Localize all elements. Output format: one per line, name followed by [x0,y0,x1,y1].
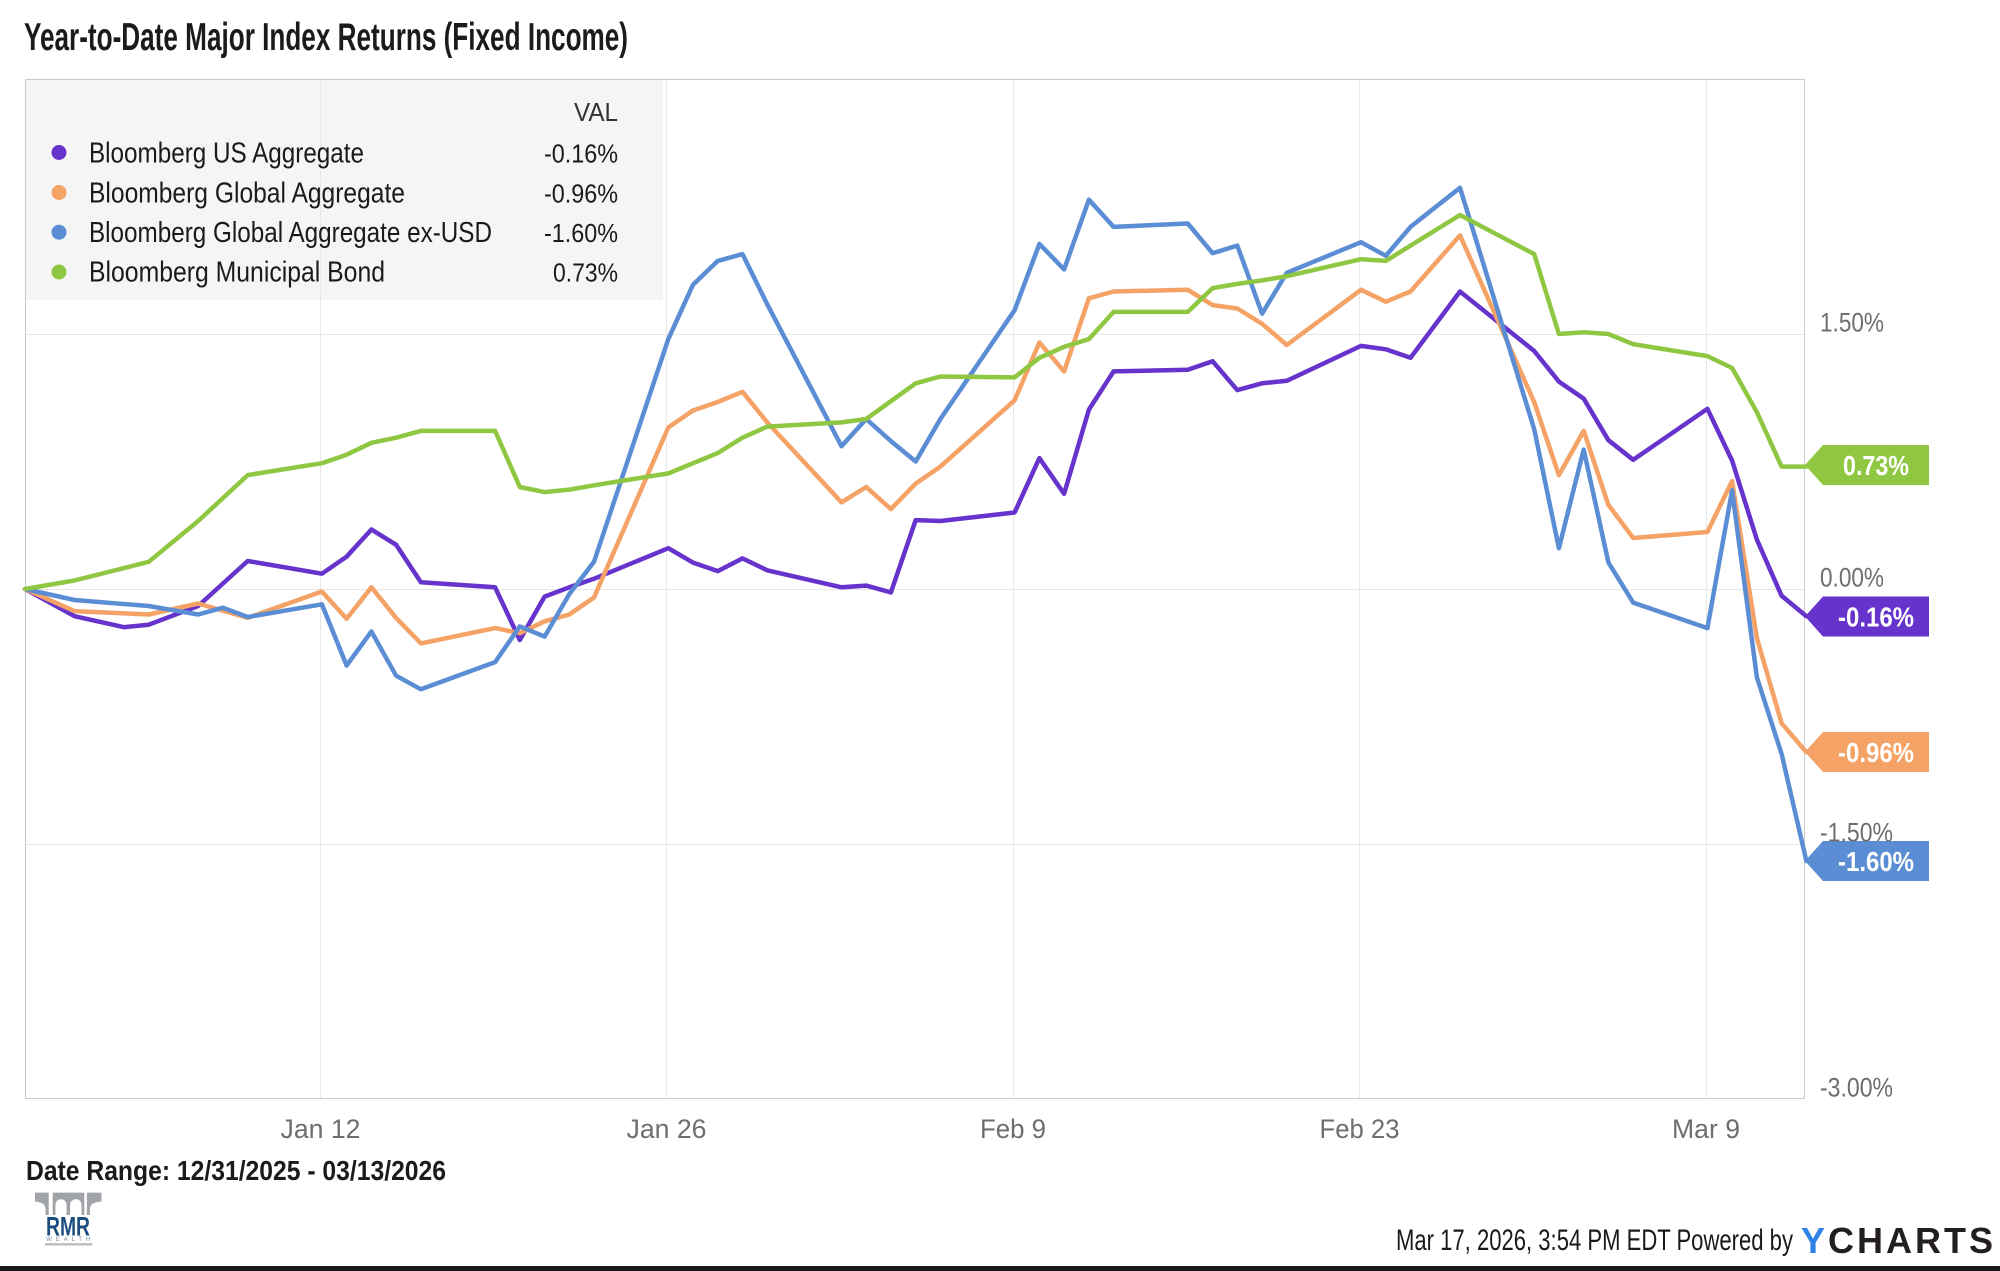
svg-text:-0.96%: -0.96% [1838,737,1914,768]
svg-text:-0.96%: -0.96% [544,178,618,208]
svg-text:RMR: RMR [46,1212,90,1242]
svg-text:0.73%: 0.73% [1843,450,1909,481]
svg-text:Bloomberg Global Aggregate ex-: Bloomberg Global Aggregate ex-USD [89,217,492,249]
svg-text:Feb 9: Feb 9 [980,1114,1046,1144]
svg-text:0.00%: 0.00% [1820,563,1884,593]
svg-text:-3.00%: -3.00% [1820,1073,1893,1103]
svg-text:Jan 26: Jan 26 [627,1114,707,1144]
svg-text:Bloomberg Municipal Bond: Bloomberg Municipal Bond [89,257,385,289]
svg-text:Feb 23: Feb 23 [1320,1114,1400,1144]
svg-text:VAL: VAL [574,97,618,127]
svg-text:0.73%: 0.73% [553,258,618,288]
svg-text:Mar 9: Mar 9 [1672,1114,1740,1144]
svg-text:Mar 17, 2026, 3:54 PM EDT Powe: Mar 17, 2026, 3:54 PM EDT Powered by [1396,1224,1793,1257]
svg-text:Bloomberg US Aggregate: Bloomberg US Aggregate [89,138,364,170]
svg-text:-1.60%: -1.60% [544,218,618,248]
svg-text:-0.16%: -0.16% [1838,602,1914,633]
svg-text:Bloomberg Global Aggregate: Bloomberg Global Aggregate [89,177,405,209]
svg-text:Year-to-Date Major Index Retur: Year-to-Date Major Index Returns (Fixed … [24,16,628,59]
svg-text:Date Range: 12/31/2025 - 03/13: Date Range: 12/31/2025 - 03/13/2026 [26,1155,446,1186]
svg-text:-1.60%: -1.60% [1838,846,1914,877]
svg-text:1.50%: 1.50% [1820,308,1884,338]
svg-text:Jan 12: Jan 12 [281,1114,361,1144]
svg-text:-0.16%: -0.16% [544,139,618,169]
svg-text:YCHARTS: YCHARTS [1801,1220,1996,1261]
svg-text:-1.50%: -1.50% [1820,818,1893,848]
